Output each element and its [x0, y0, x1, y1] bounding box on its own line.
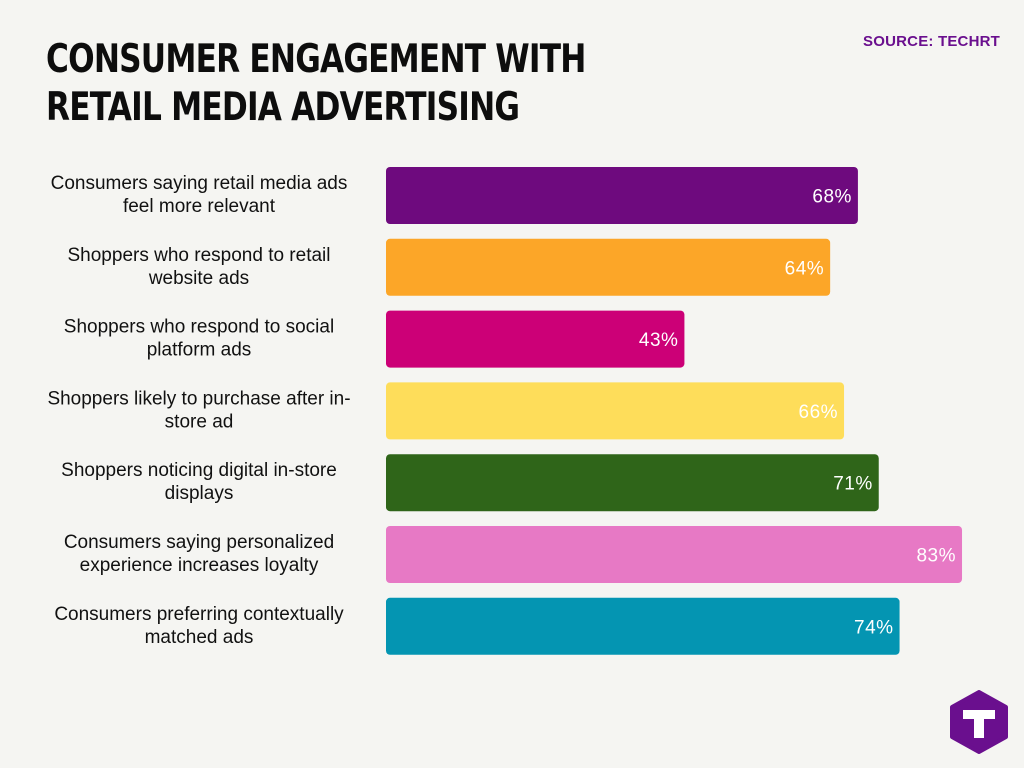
bar-7: [386, 597, 900, 655]
bar-6: [386, 526, 963, 583]
bar-4: [386, 382, 845, 440]
category-label-4: Shoppers likely to purchase after in-sto…: [47, 388, 350, 432]
bar-value-label-5: 71%: [833, 474, 873, 495]
bar-value-label-7: 74%: [854, 617, 894, 638]
category-label-6: Consumers saying personalized experience …: [64, 532, 334, 576]
category-label-7: Consumers preferring contextually matched…: [54, 604, 344, 648]
source-label: SOURCE: TECHRT: [863, 33, 1000, 50]
bar-value-label-2: 64%: [785, 258, 825, 279]
category-label-5: Shoppers noticing digital in-store displa…: [61, 460, 337, 504]
bar-5: [386, 454, 879, 512]
bar-value-label-1: 68%: [812, 187, 852, 208]
bar-value-label-6: 83%: [916, 546, 956, 567]
bar-1: [386, 167, 858, 224]
chart-title: CONSUMER ENGAGEMENT WITH RETAIL MEDIA AD…: [46, 37, 586, 130]
category-label-1: Consumers saying retail media ads feel mo…: [51, 173, 348, 217]
techrt-logo-icon: [950, 690, 1008, 754]
bar-value-label-4: 66%: [799, 402, 839, 423]
category-label-2: Shoppers who respond to retail website ad…: [68, 245, 331, 289]
bar-2: [386, 238, 831, 296]
bar-3: [386, 310, 685, 368]
bar-value-label-3: 43%: [639, 330, 679, 351]
category-label-3: Shoppers who respond to social platform a…: [64, 317, 334, 361]
